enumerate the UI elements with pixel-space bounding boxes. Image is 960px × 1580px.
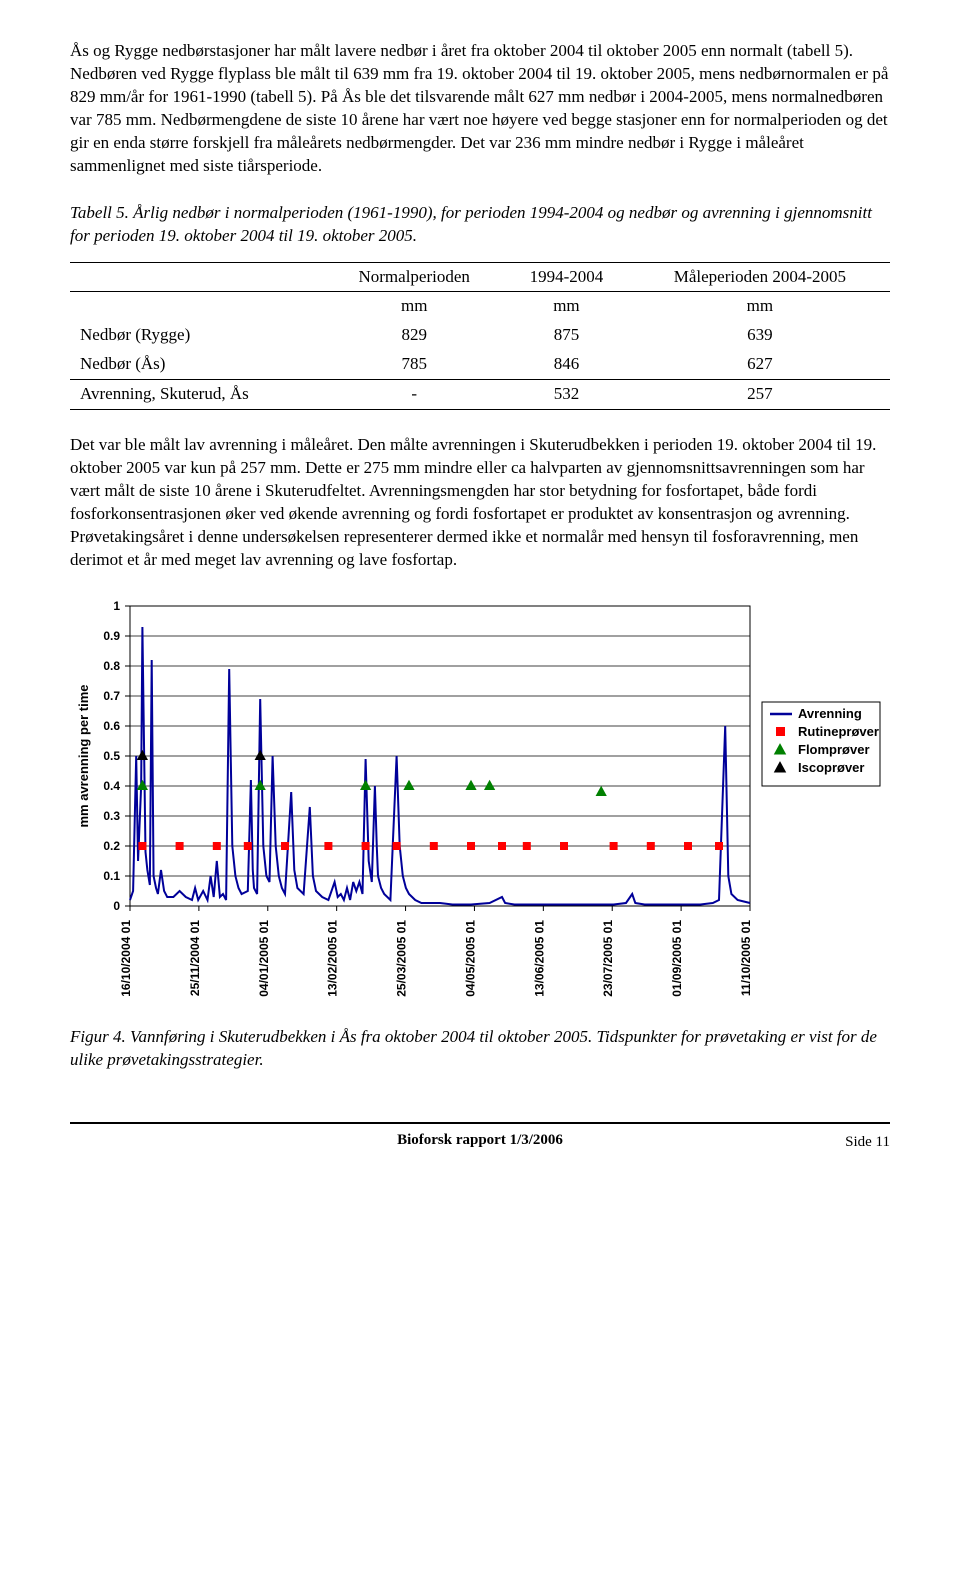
runoff-chart: 0 0.1 0.2 0.3 0.4 0.5 0.6 0.7 0.8 0.9 1 16/10/2004 … xyxy=(70,596,890,1016)
precipitation-table: Normalperioden 1994-2004 Måleperioden 20… xyxy=(70,262,890,411)
table-header-measure: Måleperioden 2004-2005 xyxy=(630,262,890,292)
discussion-paragraph: Det var ble målt lav avrenning i måleåre… xyxy=(70,434,890,572)
svg-text:11/10/2005 01: 11/10/2005 01 xyxy=(739,919,753,995)
svg-text:25/03/2005 01: 25/03/2005 01 xyxy=(395,919,409,996)
figure-caption: Figur 4. Vannføring i Skuterudbekken i Å… xyxy=(70,1026,890,1072)
svg-text:0.2: 0.2 xyxy=(103,839,120,853)
svg-text:0.3: 0.3 xyxy=(103,809,120,823)
table-row: Nedbør (Ås) xyxy=(70,350,325,379)
svg-text:Rutineprøver: Rutineprøver xyxy=(798,724,879,739)
table-row: Avrenning, Skuterud, Ås xyxy=(70,380,325,410)
table-header-blank xyxy=(70,262,325,292)
page-footer: Bioforsk rapport 1/3/2006 Side 11 xyxy=(70,1122,890,1153)
svg-text:0: 0 xyxy=(113,899,120,913)
svg-text:Iscoprøver: Iscoprøver xyxy=(798,760,864,775)
svg-text:1: 1 xyxy=(113,599,120,613)
svg-text:0.1: 0.1 xyxy=(103,869,120,883)
svg-text:25/11/2004 01: 25/11/2004 01 xyxy=(188,919,202,995)
svg-text:04/05/2005 01: 04/05/2005 01 xyxy=(463,919,477,996)
svg-text:0.7: 0.7 xyxy=(103,689,120,703)
svg-text:01/09/2005 01: 01/09/2005 01 xyxy=(670,919,684,996)
svg-text:04/01/2005 01: 04/01/2005 01 xyxy=(257,919,271,996)
intro-paragraph: Ås og Rygge nedbørstasjoner har målt lav… xyxy=(70,40,890,178)
table-header-9404: 1994-2004 xyxy=(503,262,630,292)
svg-text:0.6: 0.6 xyxy=(103,719,120,733)
svg-text:mm avrenning per time: mm avrenning per time xyxy=(76,684,91,827)
svg-text:13/06/2005 01: 13/06/2005 01 xyxy=(532,919,546,996)
table-caption: Tabell 5. Årlig nedbør i normalperioden … xyxy=(70,202,890,248)
svg-text:13/02/2005 01: 13/02/2005 01 xyxy=(326,919,340,996)
svg-text:0.4: 0.4 xyxy=(103,779,120,793)
svg-text:Avrenning: Avrenning xyxy=(798,706,862,721)
svg-text:0.9: 0.9 xyxy=(103,629,120,643)
svg-text:23/07/2005 01: 23/07/2005 01 xyxy=(601,919,615,996)
table-row: Nedbør (Rygge) xyxy=(70,321,325,350)
svg-text:0.5: 0.5 xyxy=(103,749,120,763)
svg-text:0.8: 0.8 xyxy=(103,659,120,673)
svg-text:16/10/2004 01: 16/10/2004 01 xyxy=(119,919,133,996)
svg-text:Flomprøver: Flomprøver xyxy=(798,742,870,757)
table-header-normal: Normalperioden xyxy=(325,262,503,292)
